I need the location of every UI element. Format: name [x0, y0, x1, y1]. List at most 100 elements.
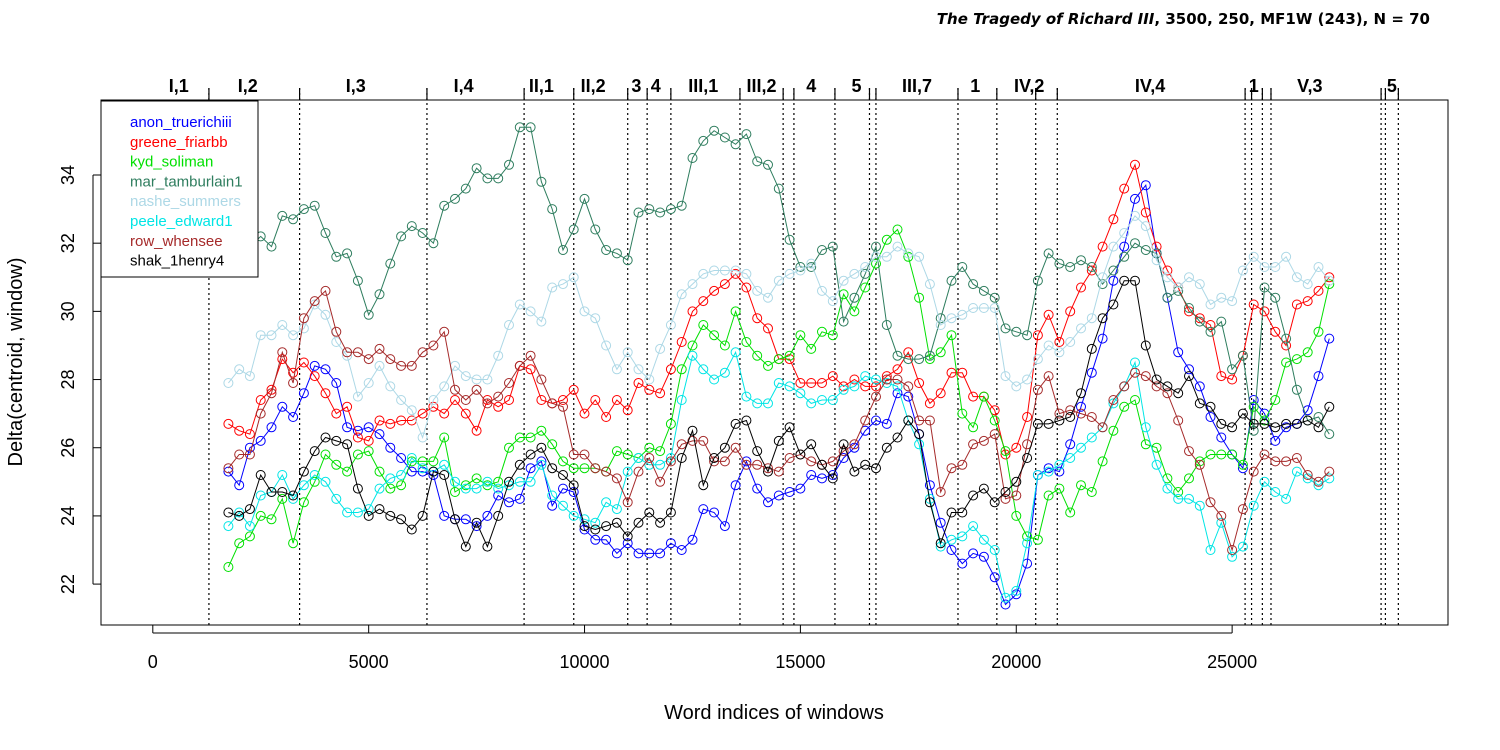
data-point [763, 398, 773, 409]
data-point [1227, 545, 1238, 555]
data-point [1248, 500, 1259, 511]
data-point [827, 330, 838, 341]
data-point [665, 453, 676, 463]
data-point [644, 548, 655, 559]
data-point [342, 422, 353, 433]
data-point [849, 466, 860, 477]
data-point [817, 459, 827, 470]
data-point [1313, 476, 1324, 487]
data-point [1119, 228, 1130, 238]
data-point [1205, 326, 1216, 337]
data-point [439, 432, 450, 443]
data-point [719, 367, 730, 378]
data-point [406, 405, 417, 416]
data-point [978, 534, 989, 545]
data-point [320, 364, 331, 375]
data-point [1065, 453, 1076, 463]
data-point [611, 446, 622, 457]
data-point [1162, 388, 1173, 399]
data-point [568, 487, 579, 497]
data-point [417, 456, 428, 467]
data-point [309, 476, 320, 487]
data-point [611, 517, 622, 528]
data-point [978, 391, 989, 402]
data-point [1022, 453, 1033, 463]
data-point [363, 354, 374, 365]
data-point [428, 238, 439, 249]
data-point [806, 456, 817, 467]
data-point [471, 163, 482, 174]
data-point [482, 541, 493, 552]
data-point [687, 350, 698, 361]
data-point [1130, 357, 1140, 368]
data-point [698, 364, 709, 375]
data-point [924, 480, 935, 491]
data-point [1227, 374, 1238, 385]
data-point [525, 350, 536, 361]
data-point [514, 122, 525, 133]
data-point [1162, 272, 1173, 283]
data-point [935, 538, 946, 549]
data-point [709, 507, 720, 518]
legend-entry: peele_edward1 [130, 213, 233, 230]
y-tick-label: 30 [58, 301, 78, 321]
data-point [763, 292, 773, 303]
data-point [223, 378, 234, 388]
data-point [1032, 384, 1043, 395]
data-point [611, 473, 622, 484]
data-point [838, 289, 849, 300]
data-point [730, 442, 741, 453]
data-point [1000, 493, 1011, 504]
data-point [914, 251, 925, 262]
series-anon_truerichiii [223, 180, 1335, 610]
data-point [795, 330, 806, 341]
data-point [558, 279, 568, 290]
data-point [1194, 316, 1205, 327]
data-point [892, 432, 903, 443]
data-point [1054, 337, 1065, 347]
data-point [644, 384, 655, 395]
data-point [817, 326, 827, 337]
data-point [244, 504, 255, 515]
data-point [342, 248, 353, 259]
scene-label: 4 [651, 76, 661, 96]
data-point [914, 429, 925, 440]
data-point [1216, 510, 1227, 521]
data-point [1000, 599, 1011, 610]
data-point [611, 504, 622, 515]
data-point [968, 279, 979, 290]
data-point [558, 395, 568, 405]
scene-label: IV,4 [1135, 76, 1165, 96]
data-point [1173, 285, 1184, 296]
data-point [827, 395, 838, 405]
series-line [228, 183, 1330, 606]
data-point [665, 320, 676, 330]
data-point [633, 517, 644, 528]
data-point [957, 408, 968, 419]
data-point [385, 473, 396, 484]
data-point [860, 381, 871, 392]
data-point [1302, 279, 1313, 290]
data-point [525, 449, 536, 460]
data-point [514, 432, 525, 443]
data-point [396, 480, 407, 491]
data-point [741, 456, 752, 467]
data-point [601, 534, 612, 545]
data-point [924, 415, 935, 426]
data-point [1237, 350, 1248, 361]
data-point [881, 378, 892, 388]
data-point [1302, 296, 1313, 307]
data-point [363, 378, 374, 388]
data-point [385, 258, 396, 269]
data-point [946, 330, 957, 341]
data-point [1281, 493, 1292, 504]
data-point [1205, 497, 1216, 508]
data-point [525, 432, 536, 443]
data-point [590, 395, 601, 405]
data-point [504, 497, 514, 508]
data-point [817, 285, 827, 296]
data-point [1032, 470, 1043, 480]
data-point [644, 442, 655, 453]
data-point [547, 463, 558, 474]
